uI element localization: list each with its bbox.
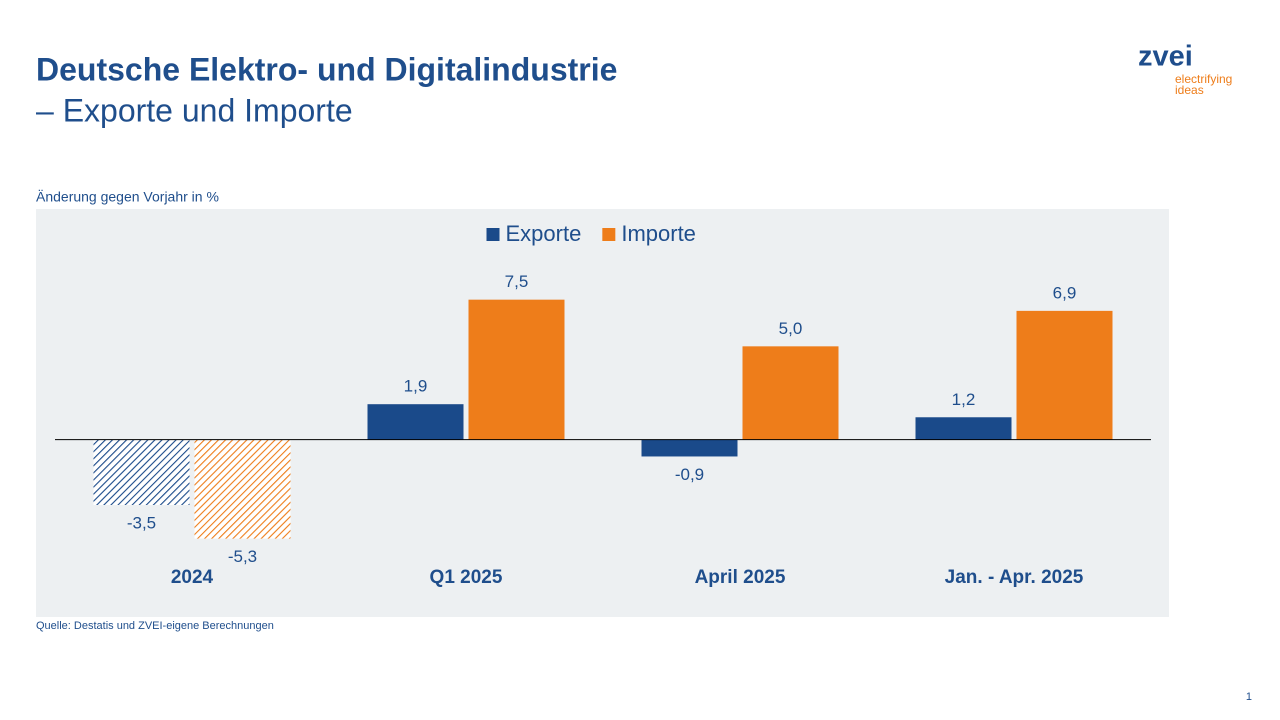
bar — [915, 417, 1012, 440]
value-label: -3,5 — [127, 513, 156, 532]
value-label: 1,9 — [404, 377, 428, 396]
logo-tagline: electrifying — [1175, 72, 1232, 86]
logo-name: zvei — [1138, 41, 1193, 73]
legend-swatch — [602, 228, 616, 241]
bar — [1016, 310, 1113, 440]
legend-swatch — [486, 228, 500, 241]
x-tick-label: Jan. - Apr. 2025 — [945, 567, 1084, 588]
page-number: 1 — [1246, 691, 1252, 703]
source-note: Quelle: Destatis und ZVEI-eigene Berechn… — [36, 620, 274, 632]
slide-title: Deutsche Elektro- und Digitalindustrie — [36, 51, 617, 87]
bar — [194, 439, 291, 539]
logo-tagline: ideas — [1175, 83, 1204, 97]
x-tick-label: 2024 — [171, 567, 214, 588]
bar — [641, 439, 738, 457]
x-tick-label: April 2025 — [695, 567, 786, 588]
bar — [367, 404, 464, 440]
value-label: 6,9 — [1053, 283, 1077, 302]
y-axis-label: Änderung gegen Vorjahr in % — [36, 189, 219, 205]
bar — [742, 346, 839, 440]
x-tick-label: Q1 2025 — [430, 567, 503, 588]
slide-subtitle: – Exporte und Importe — [36, 92, 353, 128]
value-label: -5,3 — [228, 547, 257, 566]
bar — [93, 439, 190, 505]
value-label: 1,2 — [952, 390, 976, 409]
bar — [468, 299, 565, 440]
legend-label: Exporte — [506, 221, 582, 246]
value-label: 5,0 — [779, 319, 803, 338]
value-label: -0,9 — [675, 465, 704, 484]
legend-label: Importe — [621, 221, 696, 246]
plot-background — [36, 209, 1169, 617]
value-label: 7,5 — [505, 272, 529, 291]
